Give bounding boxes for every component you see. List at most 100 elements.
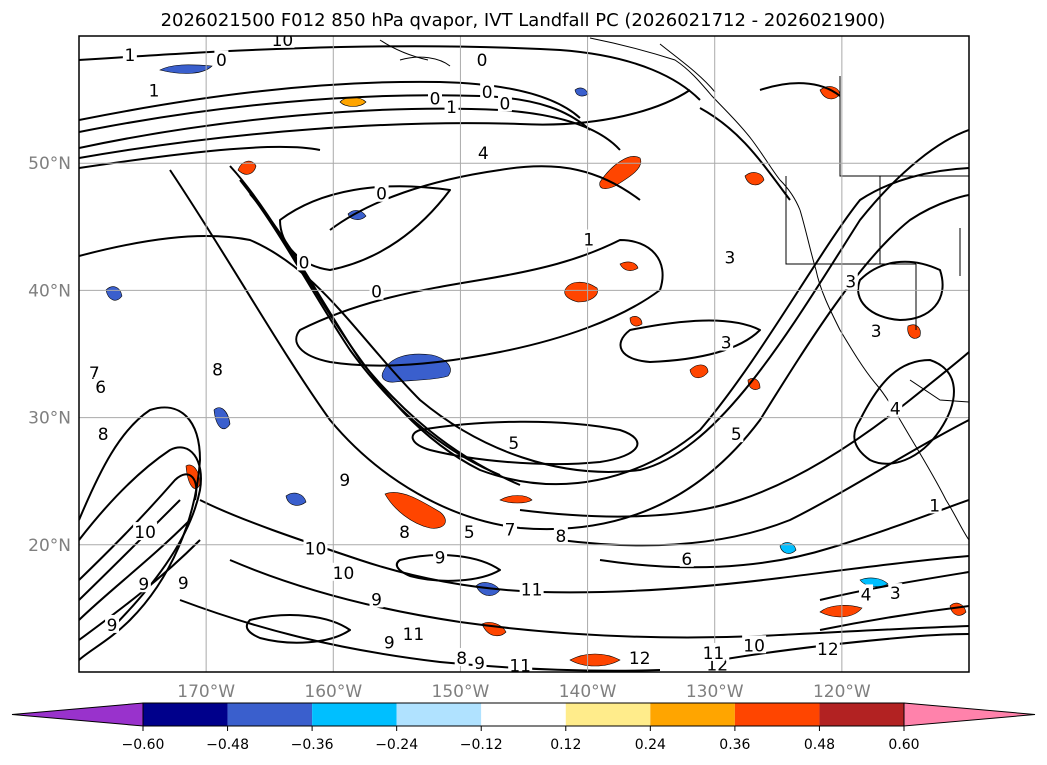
colorbar-segment	[481, 703, 566, 726]
contour-label: 9	[382, 632, 397, 654]
contour-label: 9	[337, 469, 352, 491]
svg-text:11: 11	[509, 657, 531, 677]
contour-label: 1	[927, 495, 942, 516]
contour-label: 0	[369, 281, 384, 303]
colorbar-extend-low	[11, 702, 144, 727]
contour-label: 4	[476, 143, 491, 164]
contour-label: 10	[270, 31, 295, 51]
colorbar-tick-label: −0.12	[460, 737, 503, 753]
graticule	[79, 36, 969, 672]
svg-text:6: 6	[95, 378, 106, 398]
contour-label: 1	[581, 229, 596, 251]
contour-label: 6	[93, 377, 108, 398]
svg-text:1: 1	[583, 231, 594, 251]
svg-text:9: 9	[339, 471, 350, 491]
contour-label: 10	[331, 562, 356, 584]
svg-text:10: 10	[134, 523, 156, 543]
colorbar-tick-label: 0.12	[550, 737, 581, 753]
lat-tick-label: 30°N	[28, 409, 71, 429]
svg-text:3: 3	[721, 334, 732, 354]
svg-text:5: 5	[464, 523, 475, 543]
svg-text:10: 10	[272, 31, 294, 51]
svg-text:11: 11	[521, 580, 543, 600]
lon-tick-label: 160°W	[304, 682, 362, 702]
map-background	[79, 36, 969, 672]
svg-text:3: 3	[890, 584, 901, 604]
svg-text:3: 3	[725, 248, 736, 268]
map-title: 2026021500 F012 850 hPa qvapor, IVT Land…	[161, 10, 886, 31]
svg-text:4: 4	[890, 400, 901, 420]
svg-text:9: 9	[138, 575, 149, 595]
contour-label: 11	[701, 642, 726, 664]
colorbar-tick-label: 0.60	[888, 737, 919, 753]
svg-text:1: 1	[149, 82, 160, 102]
contour-label: 0	[480, 81, 495, 103]
contour-label: 5	[729, 424, 744, 445]
contour-label: 9	[136, 574, 151, 595]
svg-text:8: 8	[98, 425, 109, 445]
svg-text:0: 0	[299, 253, 310, 273]
svg-text:0: 0	[430, 89, 441, 109]
svg-text:4: 4	[861, 585, 872, 605]
colorbar-tick-label: 0.36	[719, 737, 750, 753]
svg-text:0: 0	[500, 94, 511, 114]
colorbar-tick-label: 0.24	[635, 737, 666, 753]
contour-label: 10	[133, 522, 158, 543]
svg-text:12: 12	[817, 640, 839, 660]
svg-text:0: 0	[371, 283, 382, 303]
contour-label: 3	[869, 321, 884, 342]
colorbar-frame	[142, 702, 905, 727]
svg-text:8: 8	[399, 523, 410, 543]
lat-tick-label: 40°N	[28, 281, 71, 301]
svg-text:10: 10	[333, 564, 355, 584]
svg-text:3: 3	[845, 272, 856, 292]
svg-text:10: 10	[305, 540, 327, 560]
contour-label: 4	[888, 398, 903, 420]
svg-text:0: 0	[482, 83, 493, 103]
contour-label: 10	[303, 538, 328, 560]
contour-label: 7	[503, 519, 518, 541]
contour-label: 10	[742, 635, 767, 656]
contour-label: 9	[369, 589, 384, 610]
contour-label: 12	[815, 639, 840, 660]
colorbar-tick-label: 0.48	[804, 737, 835, 753]
svg-text:11: 11	[403, 625, 425, 645]
svg-text:5: 5	[508, 434, 519, 454]
colorbar-tick-label: −0.24	[375, 737, 418, 753]
colorbar-segment	[734, 703, 820, 726]
contour-label: 9	[433, 547, 448, 569]
lon-tick-label: 170°W	[177, 682, 235, 702]
svg-text:7: 7	[505, 521, 516, 541]
contour-label: 7	[87, 363, 102, 384]
svg-text:8: 8	[212, 360, 223, 380]
colorbar: −0.60 −0.48 −0.36 −0.24 −0.12 0.12 0.24 0.36 0.4…	[11, 702, 1036, 753]
contour-label: 6	[679, 548, 694, 570]
svg-text:8: 8	[456, 649, 467, 669]
svg-text:10: 10	[743, 636, 765, 656]
contour-label: 0	[214, 50, 229, 71]
lon-tick-label: 130°W	[686, 682, 744, 702]
svg-text:9: 9	[474, 654, 485, 674]
svg-text:7: 7	[89, 364, 100, 384]
svg-text:1: 1	[929, 496, 940, 516]
contour-label: 11	[508, 655, 533, 677]
lon-tick-label: 140°W	[559, 682, 617, 702]
colorbar-segment	[143, 703, 228, 726]
colorbar-tick-label: −0.48	[206, 737, 249, 753]
contour-label: 1	[444, 97, 459, 118]
svg-text:9: 9	[371, 590, 382, 610]
svg-text:0: 0	[376, 185, 387, 205]
svg-text:9: 9	[178, 574, 189, 594]
svg-text:0: 0	[216, 51, 227, 71]
contour-label: 0	[374, 183, 389, 205]
coastline	[379, 37, 969, 541]
svg-text:9: 9	[435, 549, 446, 569]
svg-text:8: 8	[555, 527, 566, 547]
contour-label: 0	[475, 50, 490, 71]
colorbar-tick-label: −0.60	[122, 737, 165, 753]
contour-label: 9	[105, 614, 120, 636]
contour-label: 8	[210, 359, 225, 380]
